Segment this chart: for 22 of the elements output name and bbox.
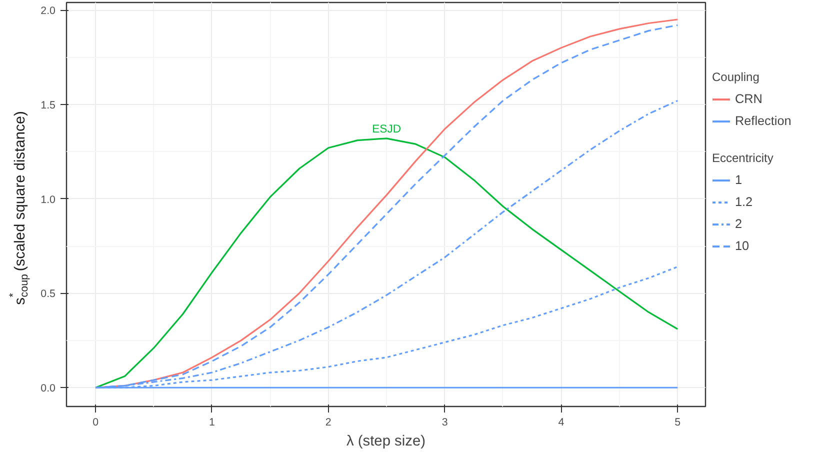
- text: Reflection: [735, 114, 792, 128]
- series-label: ESJD: [372, 123, 402, 136]
- legend-label: 2: [735, 217, 744, 231]
- x-tick-label: 5: [674, 416, 681, 428]
- x-tick-label: 2: [325, 416, 332, 428]
- y-tick-label: 0.0: [40, 382, 56, 395]
- text: Eccentricity: [712, 151, 774, 165]
- x-tick-label: 0: [92, 416, 99, 428]
- y-tick-label: 2.0: [40, 5, 56, 18]
- text: Coupling: [712, 70, 760, 84]
- y-tick-label: 1.5: [40, 99, 56, 112]
- legend-label: 1: [735, 173, 744, 187]
- x-tick-label: 4: [558, 416, 564, 428]
- y-tick-label: 1.0: [40, 194, 56, 206]
- legend-label: 10: [735, 239, 750, 253]
- y-tick-label: 0.5: [40, 288, 56, 300]
- x-tick-label: 1: [209, 416, 216, 428]
- x-tick-label: 3: [442, 416, 448, 428]
- y-axis-title: s*coup (scaled square distance): [8, 111, 30, 305]
- legend-label: CRN: [735, 92, 762, 106]
- x-axis-title: λ (step size): [346, 434, 426, 450]
- legend-label: 1.2: [735, 195, 754, 209]
